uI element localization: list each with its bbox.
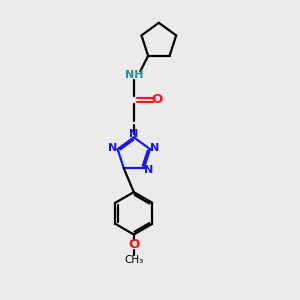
Text: NH: NH (124, 70, 143, 80)
Text: CH₃: CH₃ (124, 254, 143, 265)
Text: O: O (128, 238, 140, 251)
Text: N: N (108, 143, 117, 153)
Text: N: N (129, 128, 138, 139)
Text: N: N (150, 143, 160, 153)
Text: O: O (152, 93, 163, 106)
Text: N: N (144, 165, 154, 175)
